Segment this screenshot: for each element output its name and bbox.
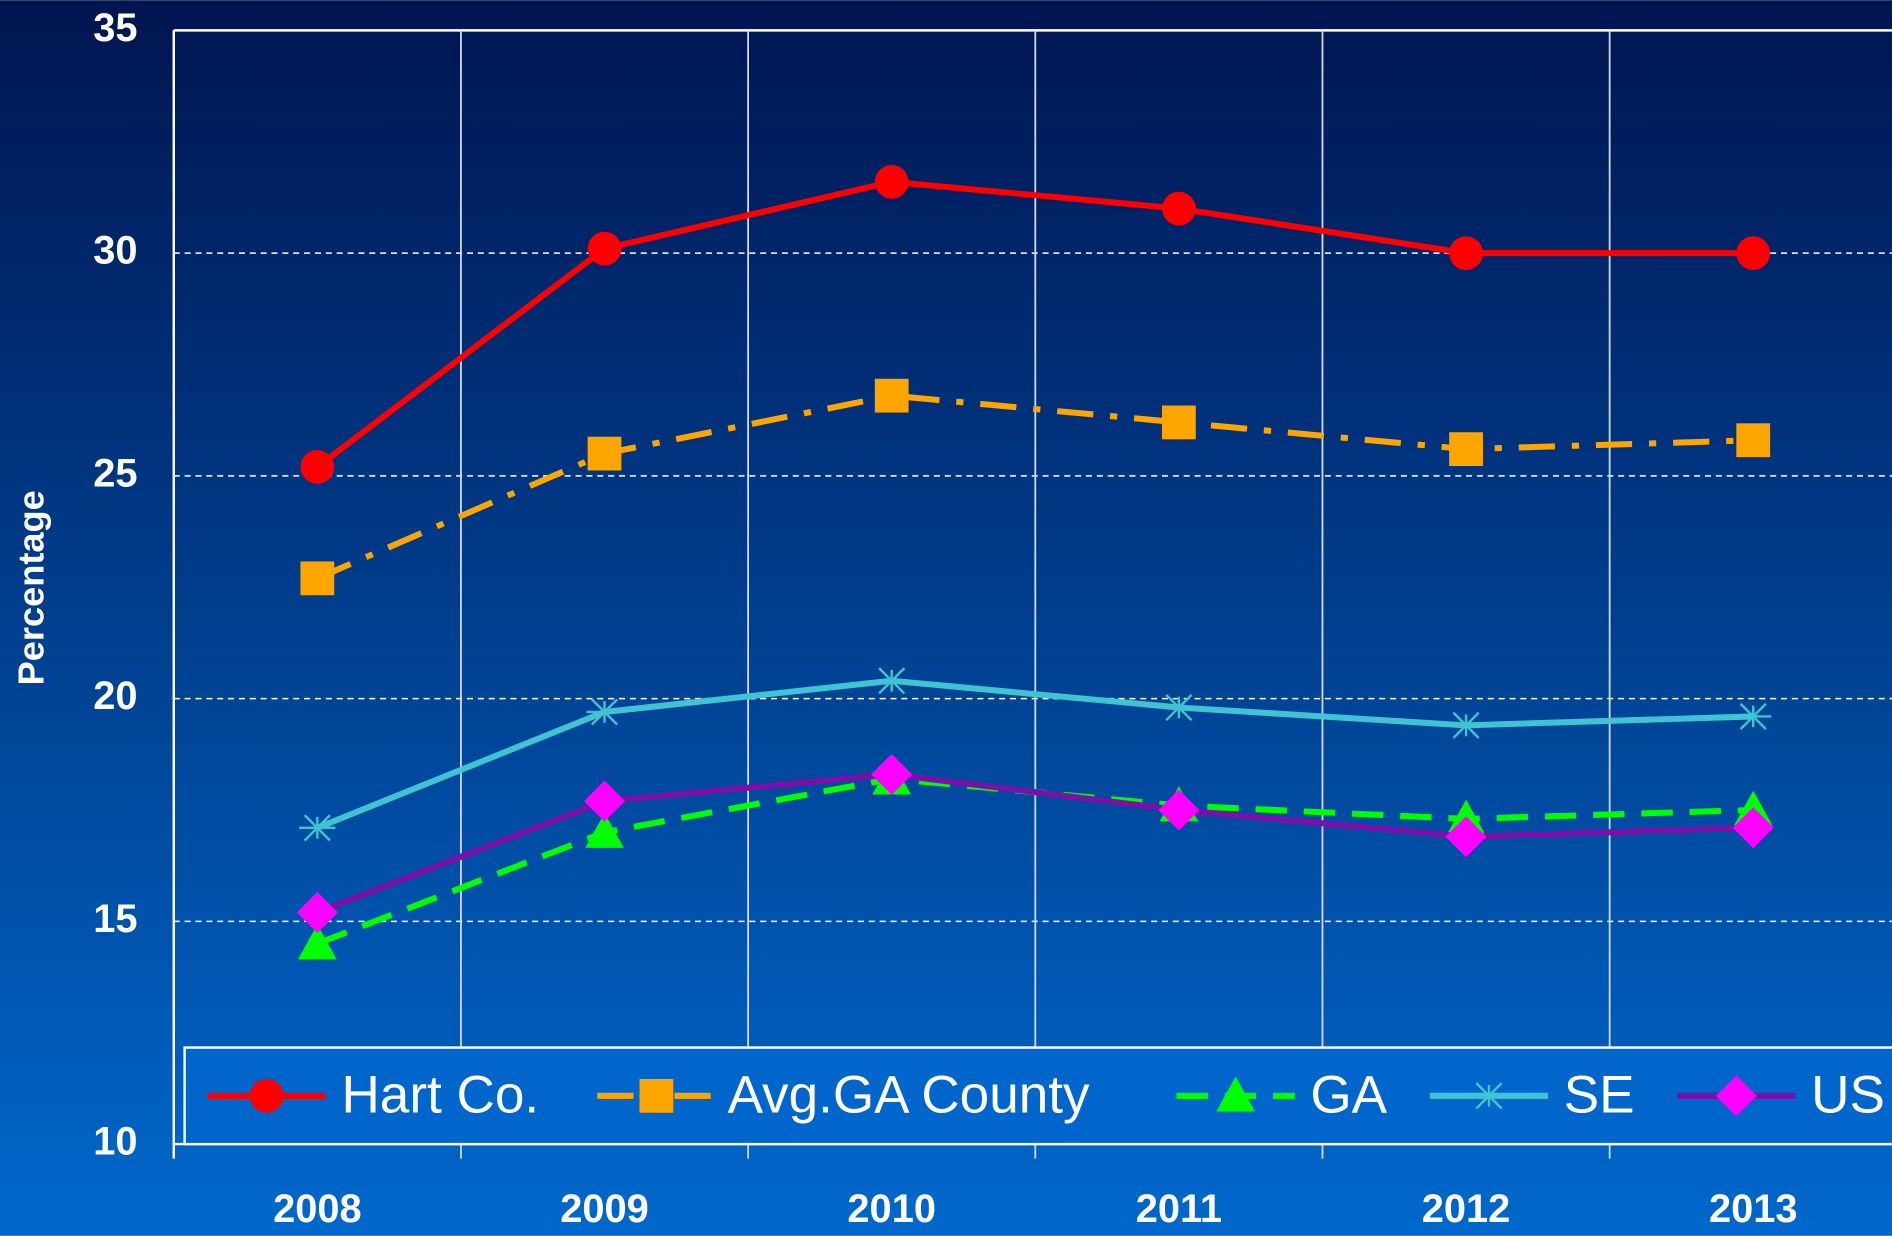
x-tick-label: 2008 xyxy=(273,1187,362,1231)
marker xyxy=(1161,405,1196,440)
y-tick-label: 20 xyxy=(93,674,137,718)
marker xyxy=(873,667,910,695)
marker xyxy=(1160,693,1197,722)
series-line xyxy=(316,677,1754,831)
marker xyxy=(1736,423,1771,458)
marker xyxy=(1449,432,1483,467)
marker xyxy=(1732,807,1774,849)
marker xyxy=(300,561,335,596)
legend-label: US xyxy=(1811,1065,1885,1124)
marker xyxy=(871,753,913,795)
legend-marker xyxy=(1216,1076,1255,1112)
legend-marker xyxy=(1715,1075,1757,1117)
marker xyxy=(1161,191,1196,226)
x-tick-label: 2011 xyxy=(1136,1187,1222,1231)
y-tick-label: 25 xyxy=(93,451,137,495)
marker xyxy=(874,378,909,413)
legend-label: Hart Co. xyxy=(341,1065,539,1124)
marker xyxy=(1735,702,1772,730)
legend-label: Avg.GA County xyxy=(728,1065,1090,1124)
marker xyxy=(587,231,622,266)
y-tick-label: 30 xyxy=(93,229,137,273)
y-tick-label: 35 xyxy=(93,6,137,50)
marker xyxy=(1449,236,1483,271)
legend-label: GA xyxy=(1310,1065,1387,1124)
marker xyxy=(299,814,336,842)
marker xyxy=(300,450,335,484)
x-tick-label: 2010 xyxy=(847,1187,936,1231)
marker xyxy=(1736,236,1771,271)
marker xyxy=(1445,816,1487,858)
series-line xyxy=(315,178,1754,470)
legend-box xyxy=(183,1046,1892,1146)
marker xyxy=(298,924,337,960)
marker xyxy=(1447,711,1485,739)
legend-marker xyxy=(639,1078,674,1113)
marker xyxy=(586,698,623,726)
y-tick-label: 10 xyxy=(93,1120,137,1164)
x-tick-label: 2013 xyxy=(1709,1187,1798,1231)
y-tick-label: 15 xyxy=(93,897,137,941)
legend-marker xyxy=(1470,1082,1508,1110)
series-line xyxy=(316,392,1754,582)
y-axis-label: Percentage xyxy=(10,490,51,685)
x-tick-label: 2012 xyxy=(1422,1187,1511,1231)
x-tick-label: 2009 xyxy=(560,1187,649,1231)
series-line xyxy=(316,771,1754,916)
marker xyxy=(585,812,624,848)
legend-marker xyxy=(249,1078,284,1113)
marker xyxy=(587,436,622,471)
legend-label: SE xyxy=(1564,1065,1635,1124)
marker xyxy=(874,164,909,199)
